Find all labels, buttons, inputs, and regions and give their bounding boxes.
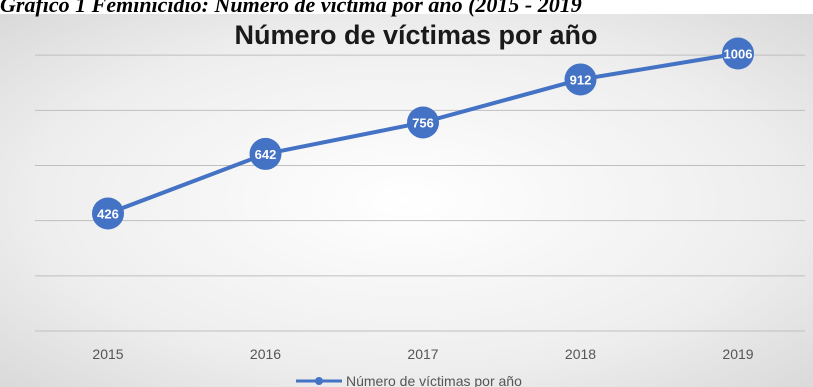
legend-label: Número de víctimas por año	[346, 373, 522, 387]
legend-marker-swatch	[315, 377, 323, 385]
data-label-2018: 912	[570, 72, 592, 87]
data-label-2015: 426	[97, 206, 119, 221]
data-point-2018	[564, 63, 597, 96]
data-label-2016: 642	[255, 147, 277, 162]
data-point-2016	[249, 137, 282, 170]
data-label-2017: 756	[412, 115, 434, 130]
legend: Número de víctimas por año	[296, 373, 522, 387]
data-point-2019	[722, 37, 754, 70]
figure-caption: Gráfico 1 Feminicidio: Número de víctima…	[0, 0, 582, 17]
gridlines	[35, 54, 805, 332]
x-tick-label-2016: 2016	[250, 346, 281, 362]
data-series: 426 642 756 912 1006	[92, 37, 754, 230]
x-tick-label-2017: 2017	[407, 346, 438, 362]
data-label-2019: 1006	[724, 47, 753, 62]
x-tick-label-2019: 2019	[722, 346, 753, 362]
x-tick-label-2018: 2018	[565, 346, 596, 362]
chart-background	[0, 14, 813, 387]
chart-title: Número de víctimas por año	[234, 20, 597, 50]
data-point-2017	[407, 106, 439, 139]
x-tick-label-2015: 2015	[92, 346, 123, 362]
data-point-2015	[92, 197, 124, 230]
x-axis-tick-labels: 2015 2016 2017 2018 2019	[92, 346, 753, 362]
